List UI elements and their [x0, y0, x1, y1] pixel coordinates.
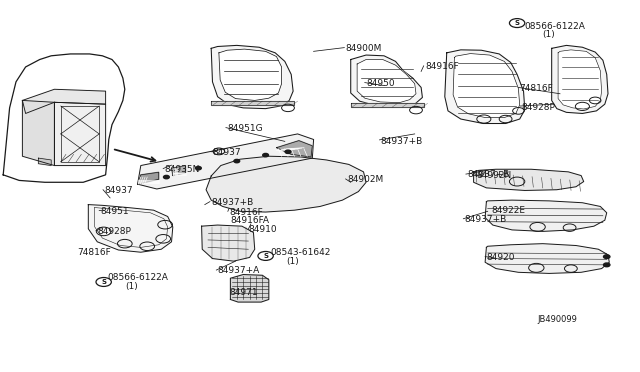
Text: 84902M: 84902M — [347, 175, 383, 184]
Text: 84937+B: 84937+B — [211, 198, 253, 207]
Polygon shape — [54, 102, 106, 166]
Circle shape — [164, 176, 169, 179]
Text: (1): (1) — [125, 282, 138, 291]
Text: 08566-6122A: 08566-6122A — [525, 22, 586, 31]
Circle shape — [262, 154, 269, 157]
Text: 84937+B: 84937+B — [381, 137, 423, 146]
Text: 84937: 84937 — [104, 186, 133, 195]
Polygon shape — [230, 275, 269, 302]
Polygon shape — [22, 89, 106, 113]
Circle shape — [285, 150, 291, 154]
Circle shape — [234, 160, 240, 163]
Text: 08566-6122A: 08566-6122A — [108, 273, 168, 282]
Polygon shape — [138, 134, 314, 189]
Text: 08543-61642: 08543-61642 — [270, 248, 330, 257]
Text: (1): (1) — [287, 257, 300, 266]
Polygon shape — [219, 49, 282, 100]
Text: 84951: 84951 — [100, 207, 129, 216]
Text: 84971: 84971 — [229, 288, 258, 296]
Circle shape — [604, 255, 610, 259]
Polygon shape — [138, 172, 159, 184]
Text: 84910: 84910 — [248, 225, 277, 234]
Text: S: S — [263, 253, 268, 259]
Circle shape — [96, 278, 111, 286]
Polygon shape — [38, 158, 51, 166]
Text: 84937+B: 84937+B — [467, 170, 509, 179]
Text: 84937+A: 84937+A — [218, 266, 260, 275]
Polygon shape — [202, 225, 255, 261]
Circle shape — [604, 263, 610, 267]
Polygon shape — [172, 166, 186, 176]
Text: 84951G: 84951G — [227, 124, 263, 133]
Polygon shape — [357, 60, 416, 103]
Text: S: S — [515, 20, 520, 26]
Text: 84937: 84937 — [212, 148, 241, 157]
Polygon shape — [206, 156, 366, 212]
Text: 74816F: 74816F — [520, 84, 554, 93]
Text: 84920: 84920 — [486, 253, 515, 262]
Polygon shape — [552, 45, 608, 113]
Text: (1): (1) — [543, 30, 556, 39]
Text: 84935N: 84935N — [164, 165, 200, 174]
Text: JB490099: JB490099 — [538, 315, 577, 324]
Text: 84950: 84950 — [366, 79, 395, 88]
Polygon shape — [351, 55, 422, 107]
Circle shape — [509, 19, 525, 28]
Polygon shape — [474, 169, 584, 190]
Text: 84928P: 84928P — [97, 227, 131, 236]
Text: 84916F: 84916F — [425, 62, 459, 71]
Polygon shape — [211, 101, 294, 105]
Circle shape — [196, 166, 201, 170]
Text: 84916FA: 84916FA — [230, 216, 269, 225]
Polygon shape — [276, 141, 312, 157]
Text: 84928P: 84928P — [522, 103, 556, 112]
Polygon shape — [485, 244, 609, 273]
Polygon shape — [211, 45, 293, 109]
Polygon shape — [22, 100, 54, 166]
Text: 84916F: 84916F — [229, 208, 263, 217]
Circle shape — [258, 251, 273, 260]
Polygon shape — [485, 200, 607, 231]
Text: 84937+B: 84937+B — [465, 215, 507, 224]
Text: S: S — [101, 279, 106, 285]
Text: 74816F: 74816F — [77, 248, 111, 257]
Polygon shape — [453, 54, 520, 118]
Text: 84900M: 84900M — [346, 44, 382, 53]
Text: 84922E: 84922E — [492, 206, 525, 215]
Polygon shape — [88, 205, 173, 252]
Text: 84992N: 84992N — [477, 171, 512, 180]
Polygon shape — [558, 50, 602, 109]
Polygon shape — [445, 50, 525, 124]
Polygon shape — [351, 103, 424, 107]
